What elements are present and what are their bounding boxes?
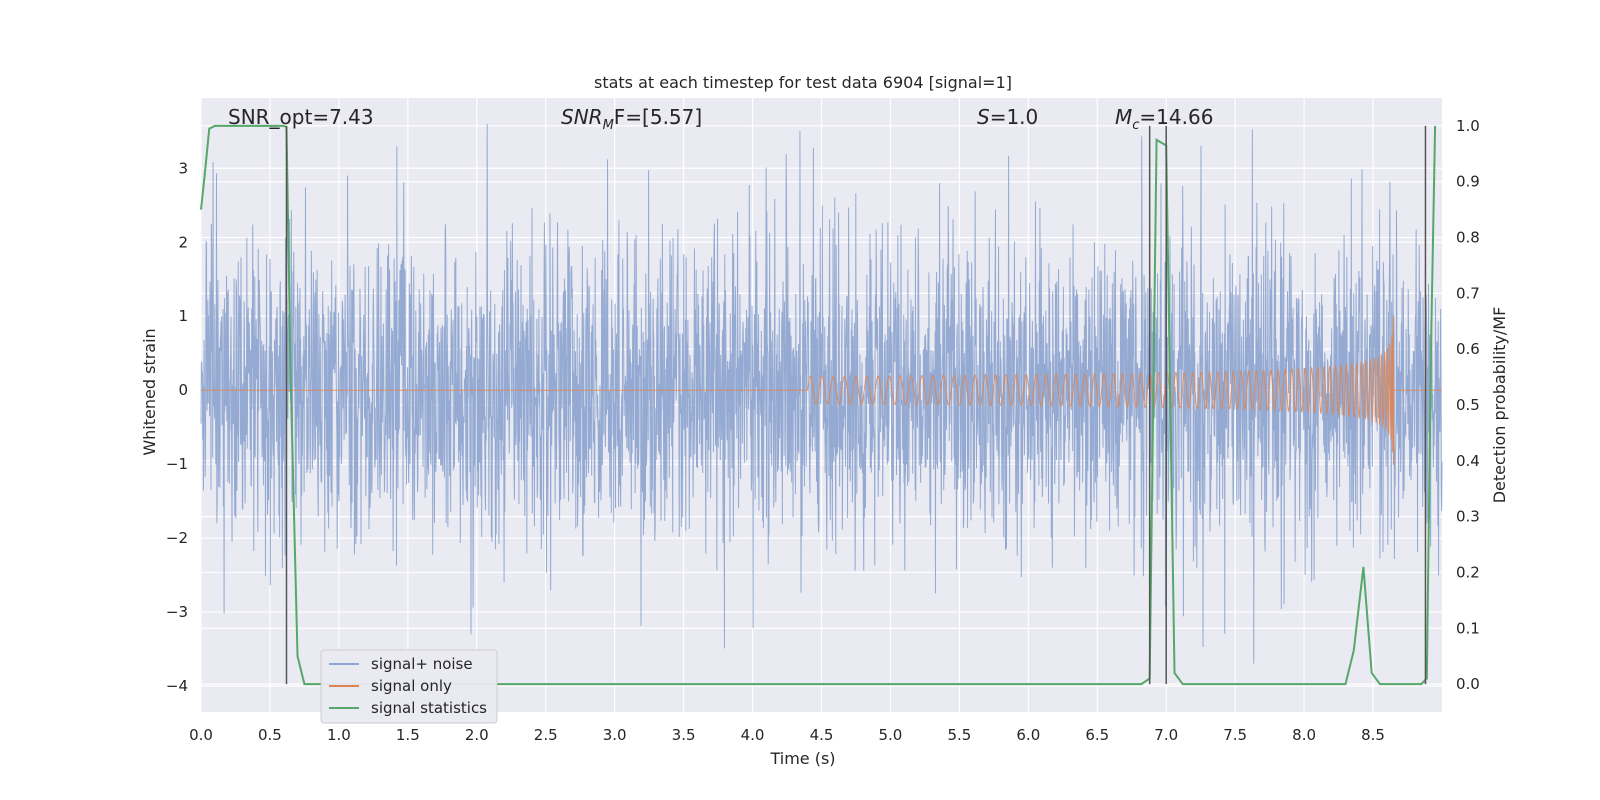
x-tick-label: 4.0 [741,726,765,744]
y-tick-label: 3 [178,159,188,177]
y2-tick-label: 0.5 [1456,396,1480,414]
y2-tick-labels: 0.0 0.1 0.2 0.3 0.4 0.5 0.6 0.7 0.8 0.9 1.0 [1456,117,1480,693]
y2-tick-label: 0.2 [1456,563,1480,581]
x-tick-label: 6.0 [1016,726,1040,744]
y-tick-labels: −4 −3 −2 −1 0 1 2 3 [166,159,188,695]
y2-tick-label: 1.0 [1456,117,1480,135]
y2-tick-label: 0.7 [1456,284,1480,302]
statistics-line [200,124,1437,686]
y2-tick-label: 0.0 [1456,675,1480,693]
y2-tick-label: 0.4 [1456,452,1480,470]
x-tick-label: 0.5 [258,726,282,744]
y-axis-label: Whitened strain [140,328,159,455]
x-tick-label: 0.0 [189,726,213,744]
x-tick-label: 1.5 [396,726,420,744]
x-tick-label: 4.5 [810,726,834,744]
x-tick-label: 2.0 [465,726,489,744]
y-tick-label: −4 [166,677,188,695]
x-axis-label: Time (s) [769,749,835,768]
legend-box [320,649,498,724]
x-tick-label: 8.5 [1361,726,1385,744]
x-tick-label: 8.0 [1292,726,1316,744]
y2-tick-label: 0.9 [1456,173,1480,191]
legend-label-signal-only: signal only [371,677,452,695]
annotation-snr-mf: SNRMF=[5.57] [561,105,702,133]
legend-label-signal-noise: signal+ noise [371,655,473,673]
y2-tick-label: 0.8 [1456,229,1480,247]
vertical-markers [285,125,1427,685]
x-tick-label: 1.0 [327,726,351,744]
y2-tick-label: 0.1 [1456,619,1480,637]
x-tick-label: 7.5 [1223,726,1247,744]
y-tick-label: −3 [166,603,188,621]
y2-tick-label: 0.3 [1456,508,1480,526]
y-tick-label: −2 [166,529,188,547]
chirp-line [201,316,1442,465]
chart-title: stats at each timestep for test data 690… [594,73,1012,92]
y-tick-label: 1 [178,307,188,325]
annotation-s: S=1.0 [977,105,1038,129]
x-tick-label: 3.0 [603,726,627,744]
annotation-snr-opt: SNR_opt=7.43 [228,105,374,129]
x-tick-label: 5.0 [879,726,903,744]
legend-label-signal-statistics: signal statistics [371,699,487,717]
x-tick-labels: 0.0 0.5 1.0 1.5 2.0 2.5 3.0 3.5 4.0 4.5 5.0 5.5 6.0 6… [189,726,1385,744]
series-signal-statistics [200,124,1437,686]
x-tick-label: 3.5 [672,726,696,744]
y-tick-label: 0 [178,381,188,399]
series-signal-only [201,316,1442,465]
legend: signal+ noise signal only signal statist… [320,649,498,724]
annotation-mc: Mc=14.66 [1115,105,1213,133]
x-tick-label: 7.0 [1154,726,1178,744]
x-tick-label: 2.5 [534,726,558,744]
y-tick-label: 2 [178,233,188,251]
y2-tick-label: 0.6 [1456,340,1480,358]
x-tick-label: 5.5 [947,726,971,744]
y-tick-label: −1 [166,455,188,473]
x-tick-label: 6.5 [1085,726,1109,744]
y2-axis-label: Detection probability/MF [1490,307,1509,504]
